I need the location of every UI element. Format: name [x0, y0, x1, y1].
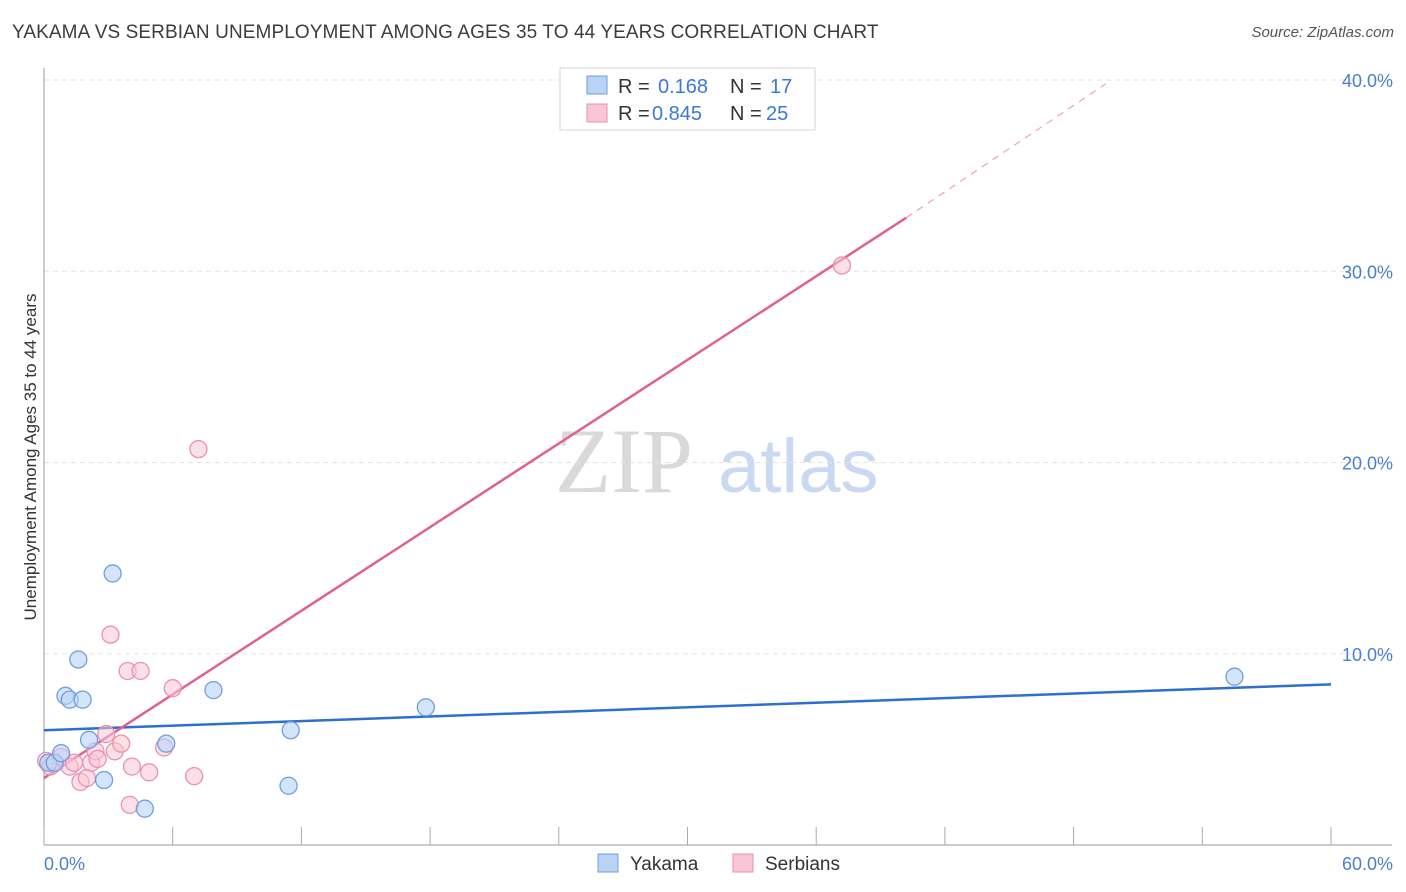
point-yakama — [157, 734, 176, 753]
trend-line-serbians-extension — [905, 83, 1107, 219]
y-tick-label: 30.0% — [1342, 262, 1393, 282]
legend-r-value-serbians: 0.845 — [652, 103, 702, 125]
x-tick-label-max: 60.0% — [1342, 854, 1393, 874]
point-serbians — [77, 768, 97, 788]
point-serbians — [120, 795, 139, 814]
source-label: Source: ZipAtlas.com — [1251, 24, 1394, 41]
point-serbians — [832, 256, 852, 275]
y-axis-tick-labels: 10.0% 20.0% 30.0% 40.0% — [1342, 71, 1393, 665]
point-serbians — [131, 661, 150, 681]
legend-n-label-yakama: N = — [730, 76, 762, 98]
point-yakama — [1225, 667, 1244, 686]
legend-r-label-yakama: R = — [618, 76, 650, 98]
watermark-zip: ZIP — [555, 410, 693, 512]
trend-line-yakama — [43, 683, 1332, 732]
point-yakama — [416, 698, 435, 717]
gridlines — [44, 79, 1392, 655]
bottom-legend-swatch-yakama — [597, 853, 619, 873]
point-yakama — [69, 650, 88, 669]
chart-title: YAKAMA VS SERBIAN UNEMPLOYMENT AMONG AGE… — [12, 22, 879, 43]
trend-lines — [43, 83, 1332, 780]
legend-r-label-serbians: R = — [618, 103, 650, 125]
point-serbians — [88, 749, 107, 769]
legend-swatch-yakama — [586, 75, 608, 95]
y-tick-label: 20.0% — [1342, 454, 1393, 474]
legend-n-value-serbians: 25 — [766, 103, 788, 125]
legend: R = 0.168 N = 17 R = 0.845 N = 25 — [559, 67, 816, 131]
point-yakama — [73, 690, 92, 709]
point-yakama — [279, 776, 298, 795]
legend-r-value-yakama: 0.168 — [658, 76, 708, 98]
point-serbians — [122, 757, 142, 776]
point-serbians — [97, 724, 116, 744]
point-serbians — [189, 439, 208, 459]
legend-n-value-yakama: 17 — [770, 76, 792, 98]
point-serbians — [101, 625, 120, 644]
point-yakama — [135, 799, 154, 818]
y-tick-label: 10.0% — [1342, 645, 1393, 665]
trend-line-serbians — [43, 216, 907, 780]
point-yakama — [281, 721, 300, 740]
point-yakama — [94, 770, 114, 790]
bottom-legend: Yakama Serbians — [597, 853, 840, 875]
y-tick-label: 40.0% — [1342, 71, 1393, 91]
watermark-atlas: atlas — [718, 424, 879, 509]
point-serbians — [139, 763, 159, 782]
point-yakama — [204, 680, 223, 700]
point-serbians — [112, 734, 131, 753]
point-yakama — [103, 564, 122, 583]
bottom-legend-swatch-serbians — [732, 853, 754, 873]
point-serbians — [184, 767, 204, 786]
legend-n-label-serbians: N = — [730, 103, 762, 125]
x-axis-ticks — [43, 827, 1332, 845]
point-serbians — [163, 679, 182, 698]
bottom-legend-label-serbians: Serbians — [765, 854, 840, 875]
y-axis-label: Unemployment Among Ages 35 to 44 years — [21, 294, 40, 621]
data-points — [36, 256, 1244, 818]
bottom-legend-label-yakama: Yakama — [630, 854, 699, 875]
legend-swatch-serbians — [586, 103, 608, 123]
x-tick-label-min: 0.0% — [44, 854, 85, 874]
point-yakama — [79, 730, 99, 749]
point-yakama — [52, 744, 71, 763]
